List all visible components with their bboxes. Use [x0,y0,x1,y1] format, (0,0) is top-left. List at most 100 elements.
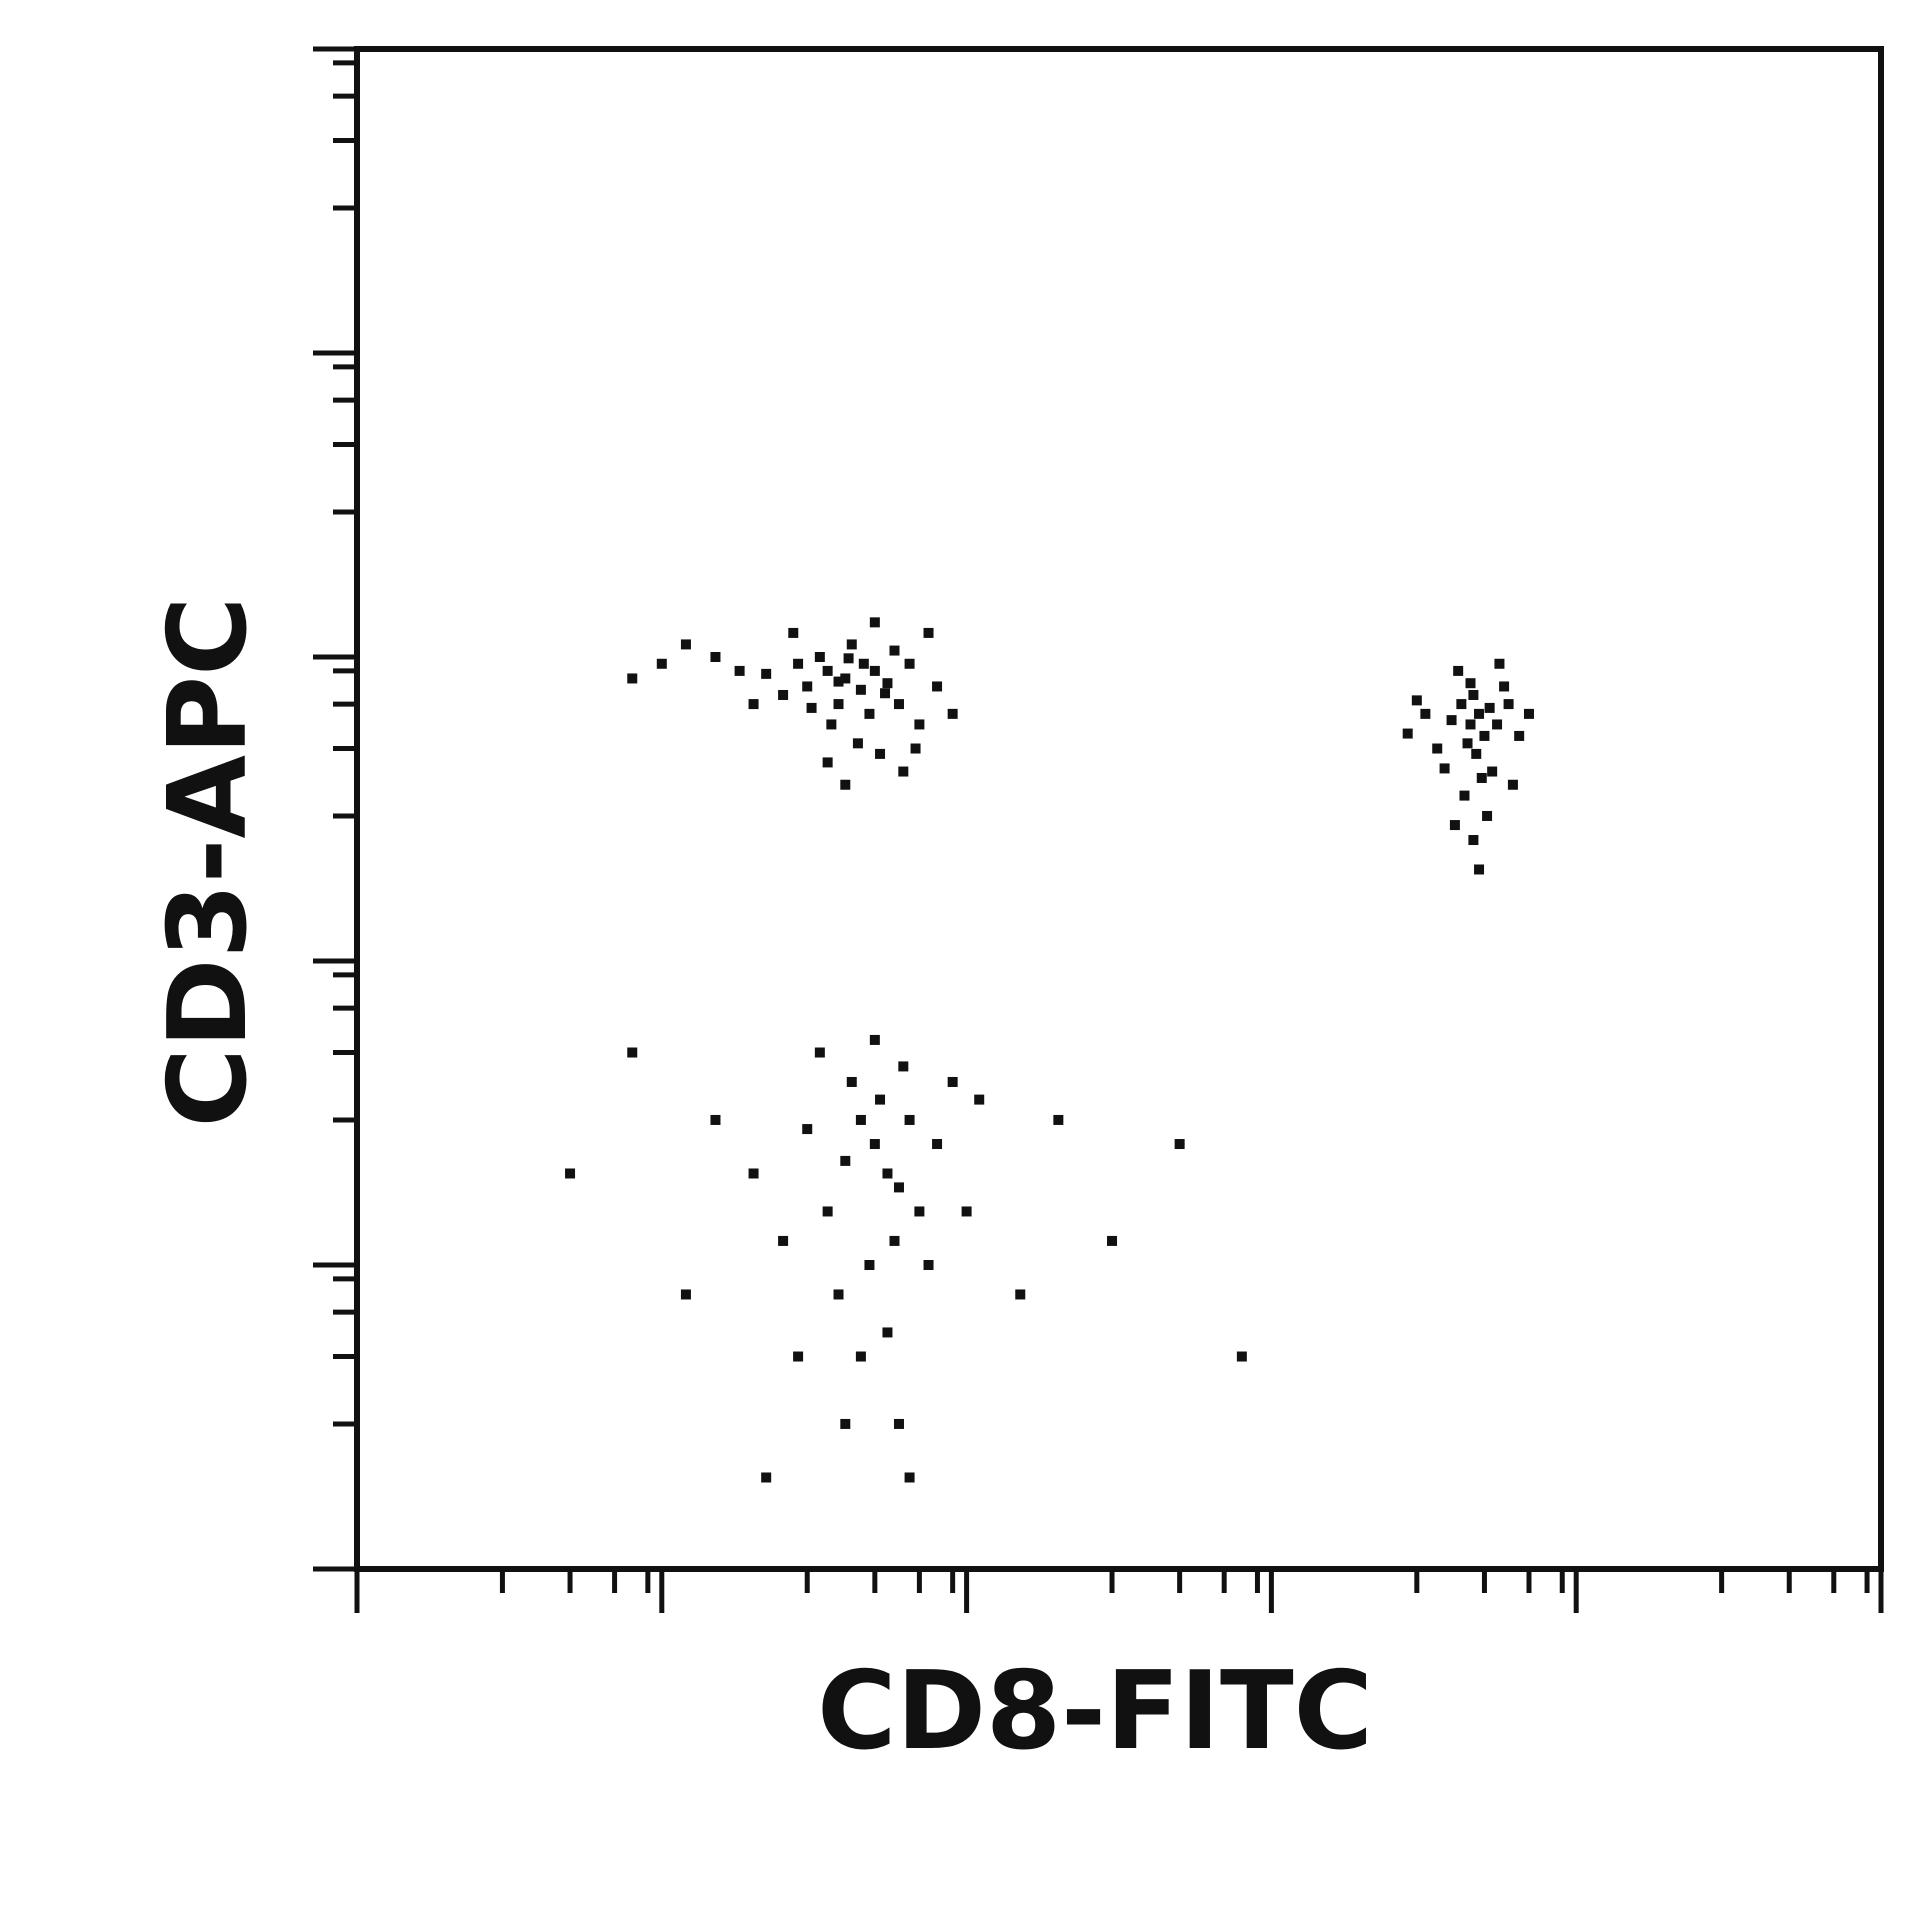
event-dot [822,665,833,676]
event-dot [858,658,869,669]
event-dot [656,658,667,669]
event-dot [806,702,817,713]
event-dot [1465,678,1476,689]
event-dot [1236,1351,1247,1362]
event-dot [846,639,857,650]
event-dot [710,1114,721,1125]
event-dot [1453,665,1464,676]
event-dot [932,681,943,692]
event-dot [914,719,925,730]
event-dot [1459,790,1470,801]
event-dot [761,1472,772,1483]
event-dot [1446,715,1457,726]
event-dot [748,1168,759,1179]
event-dot [814,652,825,662]
event-dot [852,738,863,749]
event-dot [822,1206,833,1217]
event-dot [1456,699,1467,710]
event-dot [1503,699,1514,710]
event-dot [1474,708,1485,719]
event-dot [910,743,921,754]
event-dot [882,1327,893,1338]
event-dot [882,678,893,689]
event-dot [1402,728,1413,739]
event-dot [843,653,854,664]
event-dot [1432,743,1443,754]
event-dot [882,1168,893,1179]
event-dot [869,1139,880,1150]
event-dot [869,665,880,676]
event-dot [1420,708,1431,719]
event-dot [864,708,875,719]
event-dot [880,688,891,699]
event-dot [923,627,934,638]
event-dot [833,1289,844,1300]
event-dot [1462,738,1473,749]
event-dot [893,699,904,710]
event-dot [778,1235,789,1246]
event-dot [627,673,638,684]
event-dot [778,689,789,700]
event-dot [869,1034,880,1045]
event-dot [961,1206,972,1217]
event-dot [802,681,813,692]
event-dot [1487,766,1498,777]
event-dot [793,658,804,669]
event-dot [788,627,799,638]
event-dot [1465,719,1476,730]
x-axis-label: CD8-FITC [817,1649,1373,1774]
event-dot [1053,1114,1064,1125]
event-dot [840,779,851,790]
event-dot [1107,1235,1118,1246]
event-dot [826,719,837,730]
event-dot [1411,695,1422,706]
event-dot [889,645,900,656]
event-dot [734,665,745,676]
event-dot [761,668,772,679]
event-dot [889,1235,900,1246]
event-dot [855,684,866,695]
event-dot [1015,1289,1026,1300]
event-dot [855,1114,866,1125]
y-axis-label: CD3-APC [146,597,271,1128]
event-dot [875,1094,886,1105]
event-dot [898,1061,909,1072]
event-dot [1484,702,1495,713]
event-dot [855,1351,866,1362]
event-dot [1482,810,1493,821]
event-dot [974,1094,985,1105]
event-dot [893,1182,904,1193]
event-dot [1476,772,1487,783]
event-dot [822,757,833,768]
event-dot [814,1047,825,1058]
event-dot [914,1206,925,1217]
event-dot [1468,689,1479,700]
event-dot [1507,779,1518,790]
event-dot [833,676,844,687]
event-dot [627,1047,638,1058]
event-dot [869,617,880,628]
event-dot [748,699,759,710]
event-dot [923,1260,934,1270]
event-dot [680,639,691,650]
event-dot [893,1418,904,1429]
event-dot [710,652,721,662]
event-dot [932,1139,943,1150]
event-dot [1439,763,1450,774]
event-dot [840,1155,851,1166]
event-dot [904,1114,915,1125]
event-dot [1514,730,1525,741]
event-dot [904,1472,915,1483]
event-dot [840,1418,851,1429]
event-dot [1174,1139,1185,1150]
event-dot [1468,835,1479,846]
event-dot [1523,708,1534,719]
event-dot [864,1260,875,1270]
event-dot [904,658,915,669]
event-dot [875,748,886,759]
event-dot [1474,864,1485,875]
plot-frame [354,46,1884,1572]
event-dot [793,1351,804,1362]
